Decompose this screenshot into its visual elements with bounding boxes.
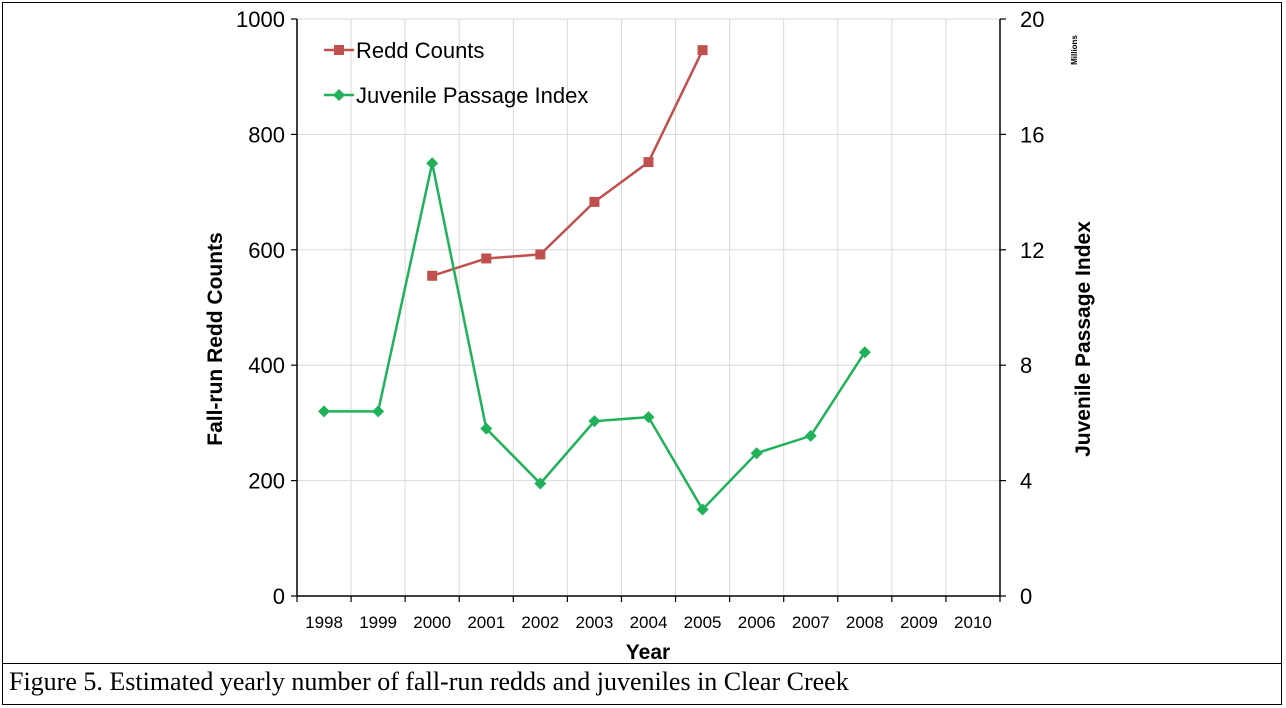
x-tick-label: 1999 (359, 613, 397, 632)
legend-label: Juvenile Passage Index (356, 83, 588, 108)
x-tick-label: 2007 (792, 613, 830, 632)
x-tick-label: 2000 (413, 613, 451, 632)
y-tick-label: 400 (248, 353, 285, 378)
data-point (589, 196, 600, 207)
data-point (750, 447, 763, 460)
data-point (333, 89, 345, 101)
data-point (696, 503, 709, 516)
data-point (372, 405, 385, 418)
data-point (535, 249, 546, 260)
data-point (480, 422, 493, 435)
data-point (588, 415, 601, 428)
x-tick-label: 2008 (846, 613, 884, 632)
y2-tick-label: 4 (1020, 469, 1032, 494)
x-tick-label: 2002 (521, 613, 559, 632)
data-point (643, 157, 654, 168)
x-tick-label: 2005 (684, 613, 722, 632)
x-tick-label: 2001 (467, 613, 505, 632)
y-tick-label: 0 (273, 584, 285, 609)
data-point (534, 477, 547, 490)
right-axis-ticks: 0 4 8 12 16 20 (1000, 7, 1044, 609)
y-tick-label: 1000 (236, 7, 285, 32)
axes (296, 19, 1001, 597)
data-point (642, 411, 655, 424)
data-point (427, 270, 438, 281)
x-tick-label: 2006 (738, 613, 776, 632)
x-tick-label: 1998 (305, 613, 343, 632)
series-1 (427, 45, 708, 281)
data-point (858, 346, 871, 359)
y2-tick-label: 0 (1020, 584, 1032, 609)
y-tick-label: 800 (248, 122, 285, 147)
data-point (804, 429, 817, 442)
x-axis-title: Year (626, 641, 670, 664)
series-2 (318, 157, 871, 516)
x-tick-label: 2010 (954, 613, 992, 632)
caption-divider (3, 663, 1281, 664)
y2-tick-label: 12 (1020, 238, 1044, 263)
data-point (318, 405, 331, 418)
figure-caption: Figure 5. Estimated yearly number of fal… (9, 667, 849, 696)
x-tick-label: 2003 (576, 613, 614, 632)
x-tick-label: 2009 (900, 613, 938, 632)
series-group (318, 45, 871, 516)
y-tick-label: 200 (248, 469, 285, 494)
series-line (431, 49, 704, 277)
data-point (426, 157, 439, 170)
y2-axis-title: Juvenile Passage Index (1072, 221, 1095, 457)
y2-tick-label: 8 (1020, 353, 1032, 378)
y2-tick-label: 20 (1020, 7, 1044, 32)
grid-lines (297, 18, 1001, 596)
data-point (334, 45, 344, 55)
x-axis-ticks: 1998 1999 2000 2001 2002 2003 2004 2005 2006 2007… (296, 596, 1001, 632)
left-axis-ticks: 0 200 400 600 800 1000 (236, 7, 297, 609)
legend: Redd Counts Juvenile Passage Index (324, 38, 588, 108)
y-tick-label: 600 (248, 238, 285, 263)
y-axis-title: Fall-run Redd Counts (204, 232, 227, 446)
y2-tick-label: 16 (1020, 122, 1044, 147)
y2-axis-unit: Millions (1070, 35, 1079, 65)
x-tick-label: 2004 (630, 613, 668, 632)
data-point (481, 253, 492, 264)
data-point (697, 45, 708, 56)
legend-label: Redd Counts (356, 38, 484, 63)
